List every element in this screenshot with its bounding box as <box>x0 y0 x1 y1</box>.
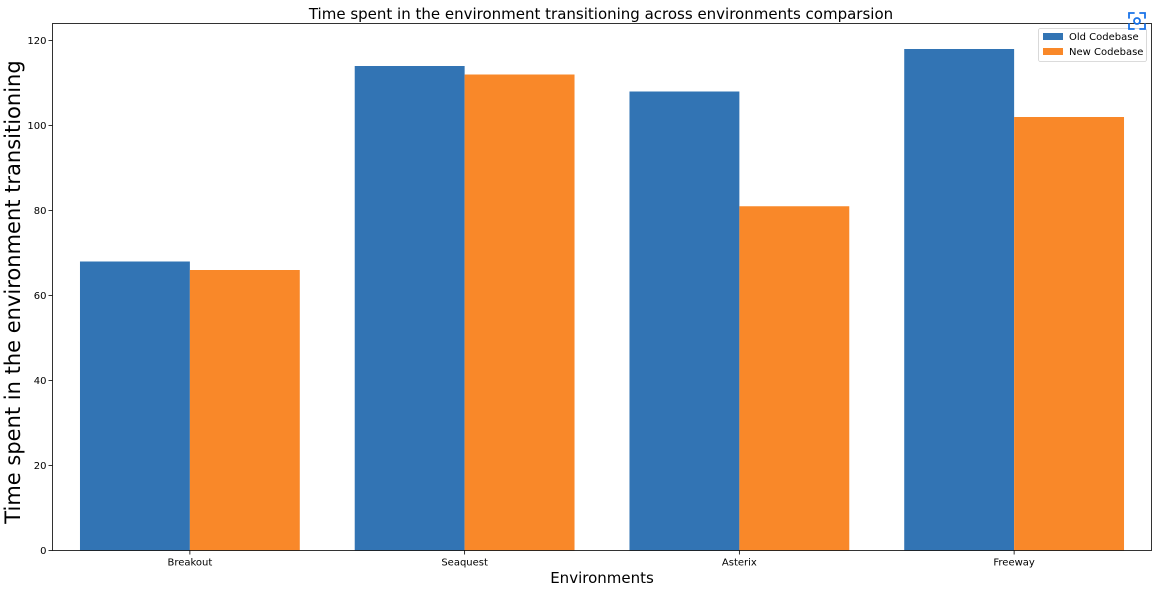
bar-new-codebase-asterix <box>739 206 850 551</box>
y-tick-label: 20 <box>34 461 47 472</box>
y-axis: 0 20 40 60 80 100 120 <box>27 36 53 557</box>
legend-swatch-old-codebase <box>1043 33 1063 40</box>
focus-frame-icon <box>1128 12 1146 30</box>
y-tick-label: 120 <box>27 36 46 47</box>
legend-swatch-new-codebase <box>1043 48 1063 55</box>
y-tick-label: 0 <box>40 546 46 557</box>
x-tick-label-freeway: Freeway <box>993 558 1035 569</box>
bar-old-codebase-freeway <box>904 49 1015 551</box>
y-tick-label: 60 <box>34 291 47 302</box>
x-tick-label-seaquest: Seaquest <box>441 558 488 569</box>
bar-old-codebase-breakout <box>79 261 190 551</box>
legend-label-new-codebase: New Codebase <box>1069 47 1143 58</box>
bar-new-codebase-freeway <box>1014 117 1125 551</box>
x-tick-label-asterix: Asterix <box>722 558 757 569</box>
x-tick-label-breakout: Breakout <box>167 558 212 569</box>
legend-frame <box>1038 28 1147 62</box>
x-axis-label: Environments <box>550 569 654 587</box>
bar-new-codebase-breakout <box>189 270 300 551</box>
y-axis-label: Time spent in the environment transition… <box>1 60 25 524</box>
plot-frame <box>52 23 1152 551</box>
bar-old-codebase-seaquest <box>354 66 465 551</box>
legend: Old Codebase New Codebase <box>1038 28 1147 62</box>
y-tick-label: 80 <box>34 206 47 217</box>
legend-label-old-codebase: Old Codebase <box>1069 32 1139 43</box>
bar-old-codebase-asterix <box>629 91 740 551</box>
chart-title: Time spent in the environment transition… <box>308 5 893 23</box>
y-tick-label: 100 <box>27 121 46 132</box>
y-tick-label: 40 <box>34 376 47 387</box>
bar-new-codebase-seaquest <box>464 74 575 551</box>
x-axis: Breakout Seaquest Asterix Freeway <box>167 550 1035 569</box>
bars <box>79 49 1125 551</box>
focus-frame-button[interactable] <box>1126 10 1148 32</box>
